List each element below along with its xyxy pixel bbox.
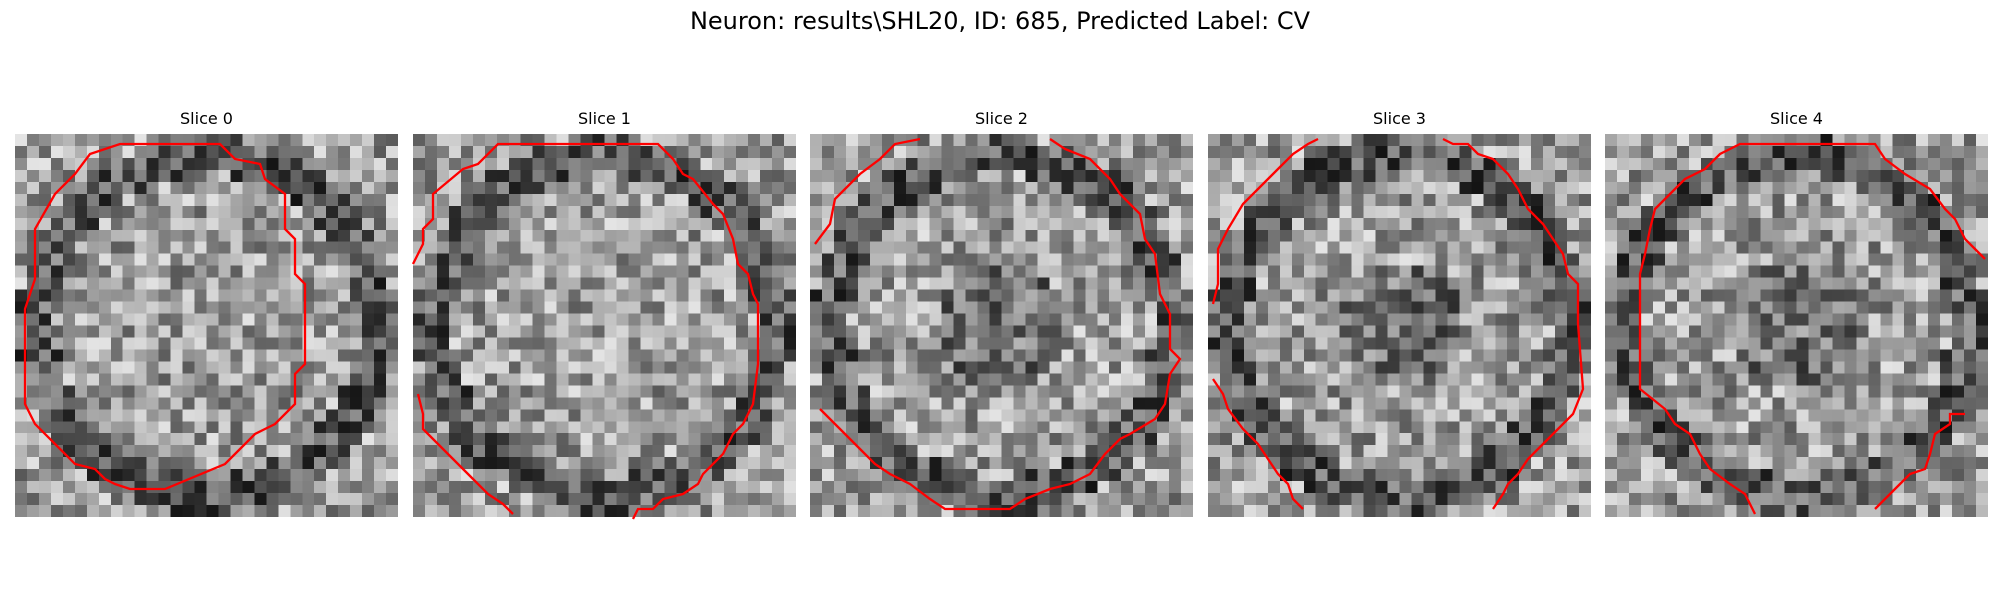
contour-overlay: [1638, 142, 1986, 515]
grayscale-image: [1605, 134, 1988, 517]
segmentation-contour: [1874, 412, 1965, 510]
slice-image: [810, 134, 1193, 517]
slice-image: [1208, 134, 1591, 517]
slice-image: [411, 134, 796, 520]
contour-overlay: [411, 142, 760, 520]
grayscale-image: [810, 134, 1193, 517]
segmentation-contour: [1442, 137, 1585, 510]
slice-title: Slice 2: [975, 109, 1028, 128]
grayscale-image: [413, 134, 796, 517]
contour-overlay: [1211, 137, 1585, 510]
segmentation-contour: [814, 137, 921, 245]
segmentation-contour: [411, 142, 760, 520]
grayscale-image: [15, 134, 398, 517]
segmentation-contour: [1211, 137, 1319, 305]
slice-panel-4: Slice 4: [1605, 109, 1988, 517]
slice-title: Slice 4: [1770, 109, 1823, 128]
slice-title: Slice 0: [180, 109, 233, 128]
segmentation-contour: [23, 142, 307, 491]
grayscale-image: [1208, 134, 1591, 517]
contour-overlay: [23, 142, 307, 491]
slice-title: Slice 3: [1373, 109, 1426, 128]
slice-image: [15, 134, 398, 517]
segmentation-contour: [416, 393, 514, 515]
slice-panel-2: Slice 2: [810, 109, 1193, 517]
segmentation-contour: [1638, 142, 1986, 515]
slice-panel-1: Slice 1: [411, 109, 796, 520]
slice-image: [1605, 134, 1988, 517]
contour-overlay: [814, 137, 1182, 511]
segmentation-contour: [819, 138, 1182, 511]
figure-title: Neuron: results\SHL20, ID: 685, Predicte…: [689, 7, 1311, 35]
slice-panel-3: Slice 3: [1208, 109, 1591, 517]
segmentation-contour: [1212, 378, 1304, 510]
slice-panel-0: Slice 0: [15, 109, 398, 517]
slice-title: Slice 1: [578, 109, 631, 128]
